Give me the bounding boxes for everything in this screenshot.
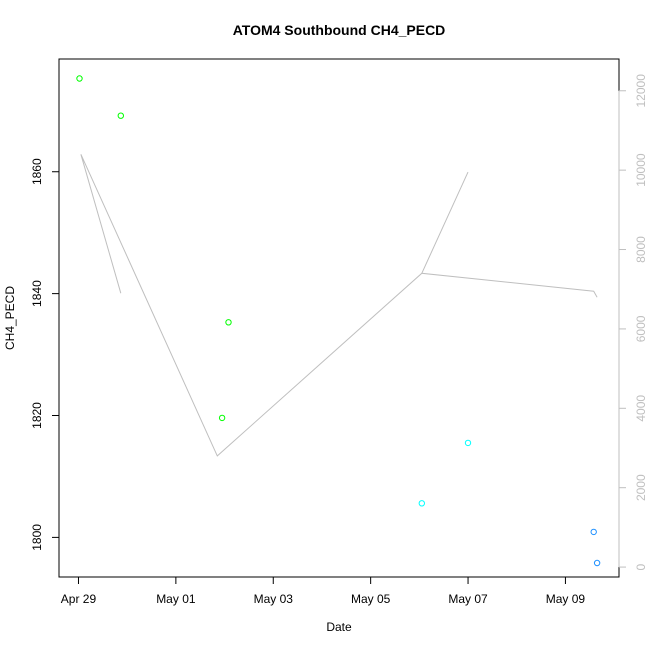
plot-frame <box>58 58 620 578</box>
x-tick-label: May 05 <box>351 592 391 606</box>
y-axis: 1800 1820 1840 1860 <box>30 158 60 551</box>
data-point <box>593 559 601 567</box>
x-tick-label: May 09 <box>546 592 586 606</box>
x-tick-label: May 07 <box>448 592 488 606</box>
y2-axis: 0 2000 4000 6000 8000 10000 12000 <box>618 74 648 570</box>
data-point <box>590 528 597 536</box>
y2-tick-label: 8000 <box>634 236 648 263</box>
data-point <box>76 75 83 82</box>
x-axis: Apr 29 May 01 May 03 May 05 May 07 May 09 <box>61 576 586 606</box>
y-axis-label: CH4_PECD <box>3 286 17 350</box>
data-point <box>218 414 226 422</box>
right-axis-line-series <box>80 154 598 457</box>
y-tick-label: 1860 <box>30 158 44 185</box>
data-point <box>464 439 472 447</box>
chart-title: ATOM4 Southbound CH4_PECD <box>233 22 446 38</box>
data-point <box>117 112 125 119</box>
y-tick-label: 1820 <box>30 402 44 429</box>
data-point <box>418 500 425 507</box>
y-tick-label: 1840 <box>30 280 44 307</box>
y2-tick-label: 2000 <box>634 474 648 501</box>
x-tick-label: May 01 <box>156 592 196 606</box>
x-axis-label: Date <box>326 620 352 634</box>
data-point <box>225 319 232 326</box>
y2-tick-label: 12000 <box>634 74 648 108</box>
y2-tick-label: 6000 <box>634 315 648 342</box>
y2-tick-label: 0 <box>634 563 648 570</box>
x-tick-label: Apr 29 <box>61 592 97 606</box>
series-line <box>80 154 598 457</box>
x-tick-label: May 03 <box>254 592 294 606</box>
y-tick-label: 1800 <box>30 524 44 551</box>
y2-tick-label: 4000 <box>634 395 648 422</box>
y2-tick-label: 10000 <box>634 153 648 187</box>
scatter-points <box>76 75 601 567</box>
